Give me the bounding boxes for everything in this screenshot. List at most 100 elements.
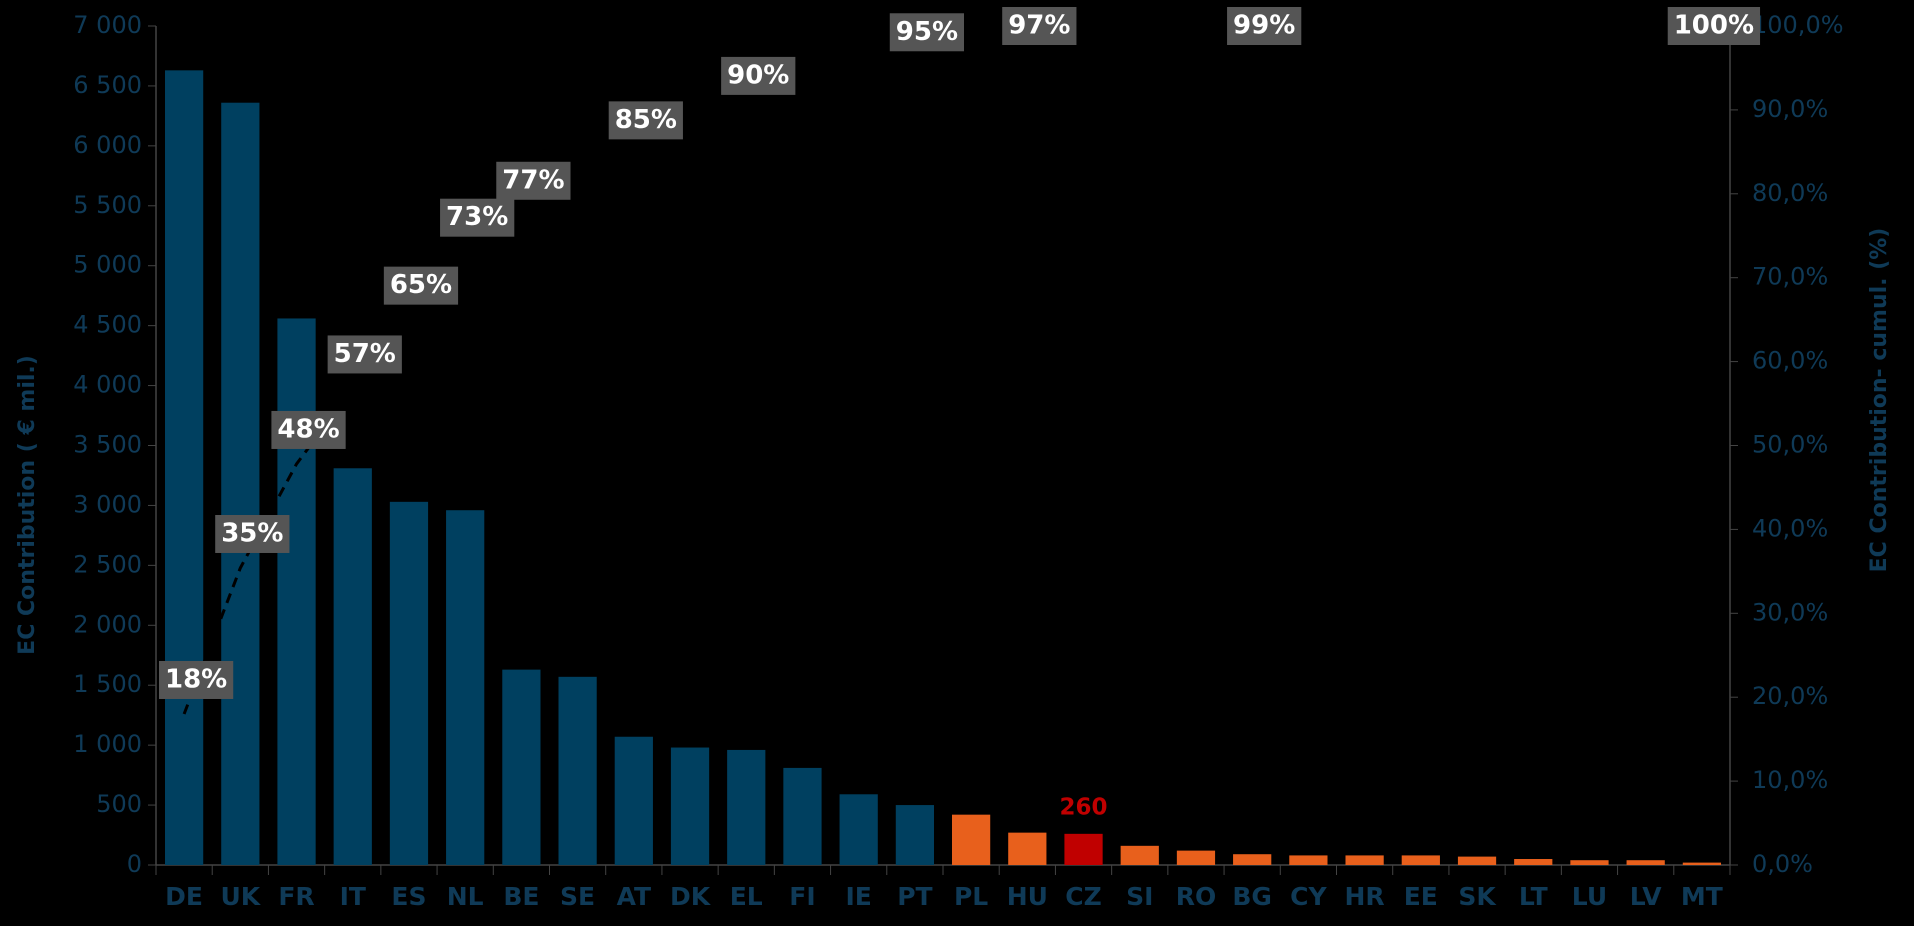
y2-tick-label: 80,0% (1752, 179, 1828, 207)
x-tick-label: CY (1290, 882, 1327, 911)
cumulative-label-box (215, 514, 290, 553)
y-tick-label: 2 500 (73, 550, 142, 578)
cumulative-label-box (271, 410, 346, 449)
cumulative-label: 57% (327, 335, 402, 374)
cumulative-label: 99% (1227, 7, 1302, 45)
y-tick-label: 5 000 (73, 251, 142, 279)
x-tick-label: CZ (1065, 882, 1101, 911)
y-tick-label: 3 000 (73, 490, 142, 518)
y2-tick-label: 0,0% (1752, 850, 1813, 878)
y2-tick-label: 10,0% (1752, 766, 1828, 794)
y-tick-label: 5 500 (73, 191, 142, 219)
x-tick-label: HR (1345, 882, 1385, 911)
cumulative-label-text: 65% (390, 270, 452, 300)
x-tick-label: BG (1232, 882, 1272, 911)
cumulative-label-box (158, 660, 234, 699)
y-tick-label: 2 000 (73, 610, 142, 638)
bar (1176, 850, 1216, 865)
cumulative-label-text: 100% (1674, 11, 1754, 41)
cumulative-label: 77% (496, 161, 571, 200)
cumulative-label-box (1227, 7, 1302, 45)
bar-value-label: 260 (1060, 794, 1108, 820)
cumulative-label-box (440, 198, 515, 237)
y-tick-label: 7 000 (73, 11, 142, 39)
y-tick-label: 4 000 (73, 371, 142, 399)
bar (1626, 860, 1665, 865)
bar (1457, 856, 1497, 865)
cumulative-label-box (327, 335, 402, 374)
y2-tick-label: 40,0% (1752, 514, 1828, 542)
bar (502, 669, 541, 865)
bar (1289, 855, 1328, 865)
cumulative-label-text: 77% (502, 165, 564, 195)
cumulative-label-box (889, 13, 965, 52)
bar (1120, 845, 1159, 865)
y-tick-label: 500 (96, 790, 142, 818)
cumulative-label-text: 18% (165, 664, 227, 694)
x-tick-label: FI (789, 882, 815, 911)
bar (1064, 833, 1103, 865)
x-tick-label: SE (560, 882, 595, 911)
x-tick-label: EL (730, 882, 763, 911)
y2-tick-label: 70,0% (1752, 263, 1828, 291)
bar (1401, 855, 1440, 865)
y2-tick-label: 60,0% (1752, 347, 1828, 375)
bar (727, 749, 766, 865)
bar (670, 747, 710, 865)
y-tick-label: 6 000 (73, 131, 142, 159)
cumulative-label-text: 97% (1008, 11, 1070, 41)
x-tick-label: HU (1007, 882, 1048, 911)
bar (446, 510, 485, 865)
x-tick-label: DK (670, 882, 712, 911)
cumulative-label: 73% (440, 198, 515, 237)
bar (1682, 862, 1722, 865)
y-tick-label: 3 500 (73, 431, 142, 459)
y2-tick-label: 50,0% (1752, 431, 1828, 459)
cumulative-label-text: 85% (615, 105, 677, 135)
bar (558, 676, 597, 865)
cumulative-label-text: 35% (221, 518, 283, 548)
x-tick-label: NL (447, 882, 484, 911)
bar (277, 318, 316, 865)
y-tick-label: 4 500 (73, 311, 142, 339)
bar (1233, 854, 1272, 865)
x-tick-label: PT (897, 882, 932, 911)
bar (1570, 860, 1609, 865)
x-tick-label: SI (1126, 882, 1153, 911)
bar (951, 814, 991, 865)
x-tick-label: FR (278, 882, 314, 911)
x-tick-label: PL (954, 882, 988, 911)
y-tick-label: 0 (127, 850, 142, 878)
y2-tick-label: 30,0% (1752, 598, 1828, 626)
cumulative-label-box (608, 101, 683, 140)
x-tick-label: BE (503, 882, 539, 911)
cumulative-label-text: 73% (446, 202, 508, 232)
bar (164, 70, 204, 865)
cumulative-label-text: 99% (1233, 11, 1295, 41)
y2-tick-label: 100,0% (1752, 11, 1844, 39)
bar (333, 468, 372, 865)
bar (389, 501, 429, 865)
cumulative-label-text: 95% (896, 17, 958, 47)
cumulative-label-text: 90% (727, 60, 789, 90)
cumulative-label: 65% (383, 266, 459, 305)
bar (1345, 855, 1384, 865)
cumulative-label: 48% (271, 410, 346, 449)
bar (895, 805, 935, 865)
x-tick-label: UK (220, 882, 261, 911)
y-axis-title: EC Contribution ( € mil.) (15, 355, 40, 655)
x-tick-label: AT (617, 882, 651, 911)
bar (1514, 859, 1553, 865)
bar (1008, 832, 1047, 865)
cumulative-label: 18% (158, 660, 234, 699)
x-tick-label: MT (1681, 882, 1723, 911)
cumulative-label: 90% (721, 56, 796, 95)
cumulative-label: 85% (608, 101, 683, 140)
x-tick-label: RO (1176, 882, 1217, 911)
bar (783, 767, 822, 865)
bar (221, 102, 260, 866)
bar (839, 794, 878, 865)
y-tick-label: 1 500 (73, 670, 142, 698)
